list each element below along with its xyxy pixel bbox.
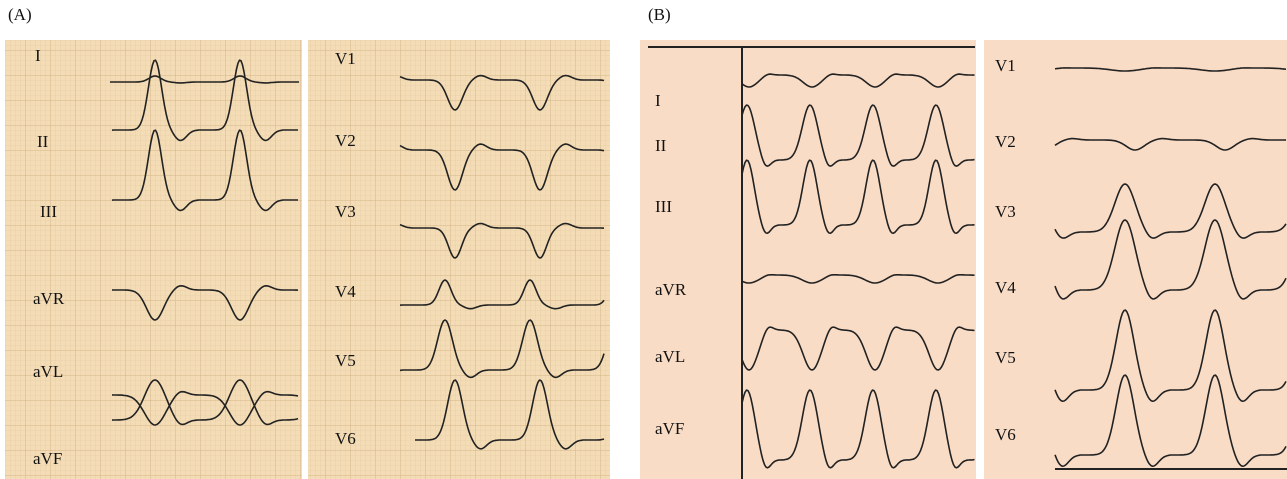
lead-label: V6 — [995, 425, 1016, 444]
ecg-trace — [399, 74, 605, 111]
ecg-trace — [399, 279, 605, 310]
lead-label: V1 — [995, 56, 1016, 75]
lead-label: II — [655, 136, 667, 155]
lead-label: V2 — [995, 132, 1016, 151]
ecg-trace — [1054, 374, 1287, 467]
lead-label: V4 — [995, 278, 1016, 297]
panel-bg — [984, 40, 1287, 479]
ecg-trace — [1054, 67, 1287, 72]
lead-label: aVR — [655, 280, 687, 299]
ecg-trace — [741, 159, 975, 234]
ecg-trace — [741, 326, 975, 371]
panel-label: (B) — [648, 5, 671, 24]
ecg-trace — [111, 129, 298, 212]
lead-label: V2 — [335, 131, 356, 150]
ecg-trace — [1054, 137, 1287, 151]
lead-label: V3 — [335, 202, 356, 221]
lead-label: I — [655, 91, 661, 110]
ecg-trace — [415, 379, 605, 450]
lead-label: V5 — [335, 351, 356, 370]
panel-label: (A) — [8, 5, 32, 24]
grid — [308, 40, 610, 479]
ecg-trace — [1054, 309, 1287, 402]
ecg-trace — [399, 222, 605, 259]
ecg-trace — [111, 390, 299, 426]
ecg-trace — [111, 285, 299, 321]
lead-label: II — [37, 132, 49, 151]
ecg-trace — [1054, 219, 1287, 300]
lead-label: aVF — [33, 449, 62, 468]
ecg-trace — [741, 104, 975, 167]
lead-label: V6 — [335, 429, 356, 448]
panel-bg — [640, 40, 976, 479]
lead-label: V1 — [335, 49, 356, 68]
ecg-trace — [111, 379, 299, 426]
ecg-trace — [110, 75, 299, 84]
ecg-trace — [1054, 183, 1287, 239]
ecg-trace — [399, 319, 605, 379]
lead-label: aVL — [33, 362, 63, 381]
lead-label: V4 — [335, 282, 356, 301]
lead-label: aVF — [655, 419, 684, 438]
lead-label: I — [35, 46, 41, 65]
lead-label: V5 — [995, 348, 1016, 367]
ecg-trace — [741, 73, 975, 88]
lead-label: III — [655, 197, 672, 216]
ecg-trace — [111, 59, 298, 142]
lead-label: aVL — [655, 347, 685, 366]
lead-label: V3 — [995, 202, 1016, 221]
lead-label: aVR — [33, 289, 65, 308]
ecg-trace — [399, 143, 605, 191]
ecg-trace — [741, 274, 975, 284]
lead-label: III — [40, 202, 57, 221]
ecg-trace — [741, 389, 975, 469]
grid — [5, 40, 302, 479]
